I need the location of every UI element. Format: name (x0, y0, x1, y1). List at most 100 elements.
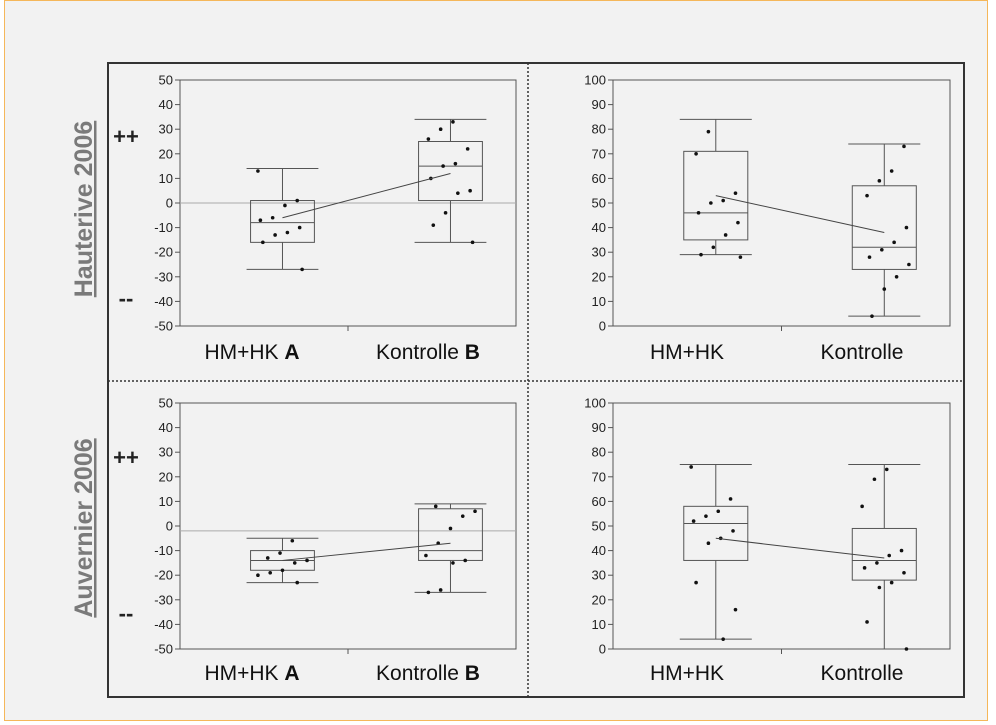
y-tick-label: 40 (159, 97, 173, 112)
y-tick-label: 40 (592, 543, 606, 558)
data-point (892, 240, 896, 245)
plot-area (179, 402, 517, 650)
data-point (256, 169, 260, 173)
data-point (441, 164, 445, 168)
box-plot-panel: 0 10 20 30 40 50 60 70 80 90 100 HM+HK Kontrolle (584, 396, 951, 685)
data-point (877, 585, 882, 590)
data-point (691, 519, 696, 523)
data-point (904, 647, 909, 651)
data-point (451, 561, 455, 565)
y-tick-label: -20 (154, 568, 173, 583)
y-tick-label: -50 (154, 642, 173, 657)
category-label: Kontrolle (821, 662, 904, 685)
category-text: HM+HK (650, 341, 724, 364)
box-body (250, 200, 315, 243)
y-tick-label: 0 (166, 519, 173, 534)
row-label: Auvernier 2006 (70, 438, 98, 617)
data-point (453, 161, 458, 166)
y-tick-label: 10 (592, 617, 606, 632)
y-tick-label: -10 (154, 220, 173, 235)
plus-symbol: ++ (113, 124, 139, 149)
category-group-letter: B (465, 341, 480, 364)
y-tick-label: 80 (592, 122, 606, 137)
y-tick-label: 70 (592, 469, 606, 484)
data-point (265, 556, 270, 560)
box (848, 464, 921, 651)
data-point (273, 233, 277, 237)
data-point (689, 465, 693, 469)
data-point (736, 220, 740, 225)
y-tick-label: 100 (584, 396, 606, 411)
minus-symbol: -- (119, 601, 134, 626)
y-tick-label: 0 (599, 642, 606, 657)
y-tick-label: -20 (154, 245, 173, 260)
plot-area (612, 402, 951, 650)
mean-connector (715, 195, 885, 234)
data-point (899, 548, 904, 553)
data-point (887, 553, 892, 558)
data-point (256, 573, 260, 577)
data-point (706, 541, 711, 546)
category-group-letter: A (284, 341, 299, 364)
data-point (433, 504, 438, 509)
data-point (865, 620, 869, 624)
data-point (728, 497, 733, 501)
data-point (877, 179, 882, 183)
data-point (305, 558, 309, 563)
y-tick-label: -50 (154, 319, 173, 334)
data-point (902, 144, 906, 149)
y-tick-label: 20 (159, 146, 173, 161)
outer-frame (107, 62, 965, 698)
box-body (418, 141, 483, 202)
figure-page: Hauterive 2006 ++ -- Auvernier 2006 ++ -- -50-… (4, 0, 988, 721)
y-tick-label: 0 (166, 196, 173, 211)
mean-connector (282, 542, 451, 561)
box-plot-figure: Hauterive 2006 ++--Auvernier 2006 ++---50-… (70, 62, 965, 698)
data-point (711, 245, 716, 250)
data-point (721, 637, 725, 641)
data-point (283, 203, 287, 208)
data-point (300, 267, 304, 272)
data-point (904, 225, 909, 230)
y-tick-label: 50 (159, 73, 173, 88)
data-point (733, 607, 738, 612)
category-label: Kontrolle (821, 341, 904, 364)
category-label: Kontrolle B (376, 341, 480, 364)
box (679, 464, 752, 641)
data-point (694, 580, 698, 585)
data-point (889, 580, 894, 585)
data-point (451, 120, 455, 124)
y-tick-label: -40 (154, 294, 173, 309)
data-point (889, 169, 894, 173)
mean-connector (282, 172, 451, 219)
row-label-group: Hauterive 2006 (70, 121, 98, 298)
category-label: HM+HK (650, 341, 724, 364)
data-point (733, 191, 738, 195)
data-point (280, 568, 285, 573)
y-tick-label: 70 (592, 146, 606, 161)
data-point (716, 509, 721, 514)
data-point (438, 127, 443, 131)
category-text: Kontrolle (821, 662, 904, 685)
box-body (851, 185, 917, 270)
row-label: Hauterive 2006 (70, 121, 98, 298)
data-point (297, 225, 302, 230)
data-point (709, 201, 713, 205)
data-point (902, 570, 906, 575)
data-point (468, 188, 472, 193)
data-point (424, 553, 428, 558)
y-tick-label: 100 (584, 73, 606, 88)
category-text: Kontrolle (376, 662, 465, 685)
data-point (699, 252, 703, 257)
data-point (894, 275, 899, 279)
mean-connector (715, 537, 885, 559)
y-tick-label: -30 (154, 592, 173, 607)
data-point (880, 247, 884, 252)
data-point (292, 561, 297, 565)
category-text: HM+HK (650, 662, 724, 685)
y-tick-label: 90 (592, 420, 606, 435)
y-tick-label: 80 (592, 445, 606, 460)
y-tick-label: 10 (159, 171, 173, 186)
data-point (723, 233, 728, 237)
y-tick-label: 50 (592, 196, 606, 211)
